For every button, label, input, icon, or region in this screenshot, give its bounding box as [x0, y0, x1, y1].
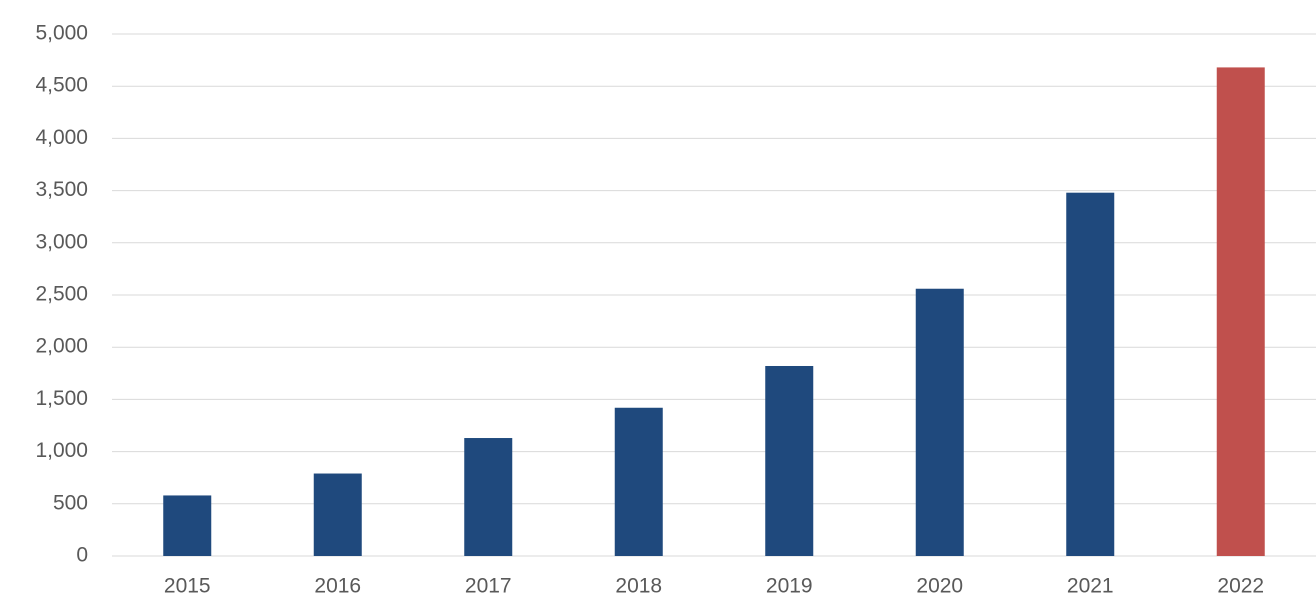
y-tick-label: 0	[76, 544, 88, 567]
x-tick-label: 2020	[916, 575, 963, 598]
y-tick-label: 4,000	[35, 126, 88, 149]
x-tick-label: 2019	[766, 575, 813, 598]
x-tick-label: 2015	[164, 575, 211, 598]
y-tick-label: 500	[53, 491, 88, 514]
x-tick-label: 2022	[1217, 575, 1264, 598]
bar	[1216, 67, 1265, 557]
x-tick-label: 2018	[615, 575, 662, 598]
x-tick-label: 2016	[314, 575, 361, 598]
bar	[1066, 192, 1115, 557]
x-tick-label: 2017	[465, 575, 512, 598]
y-tick-label: 4,500	[35, 74, 88, 97]
y-tick-label: 3,500	[35, 178, 88, 201]
bar	[614, 407, 663, 556]
y-tick-label: 1,500	[35, 387, 88, 410]
y-tick-label: 2,500	[35, 283, 88, 306]
bar	[915, 288, 964, 556]
bar	[464, 438, 513, 556]
bar	[313, 473, 362, 556]
bar	[163, 495, 212, 556]
y-tick-label: 2,000	[35, 335, 88, 358]
y-tick-label: 1,000	[35, 439, 88, 462]
x-tick-label: 2021	[1067, 575, 1114, 598]
y-tick-label: 3,000	[35, 230, 88, 253]
y-tick-label: 5,000	[35, 22, 88, 45]
bar	[765, 365, 814, 556]
